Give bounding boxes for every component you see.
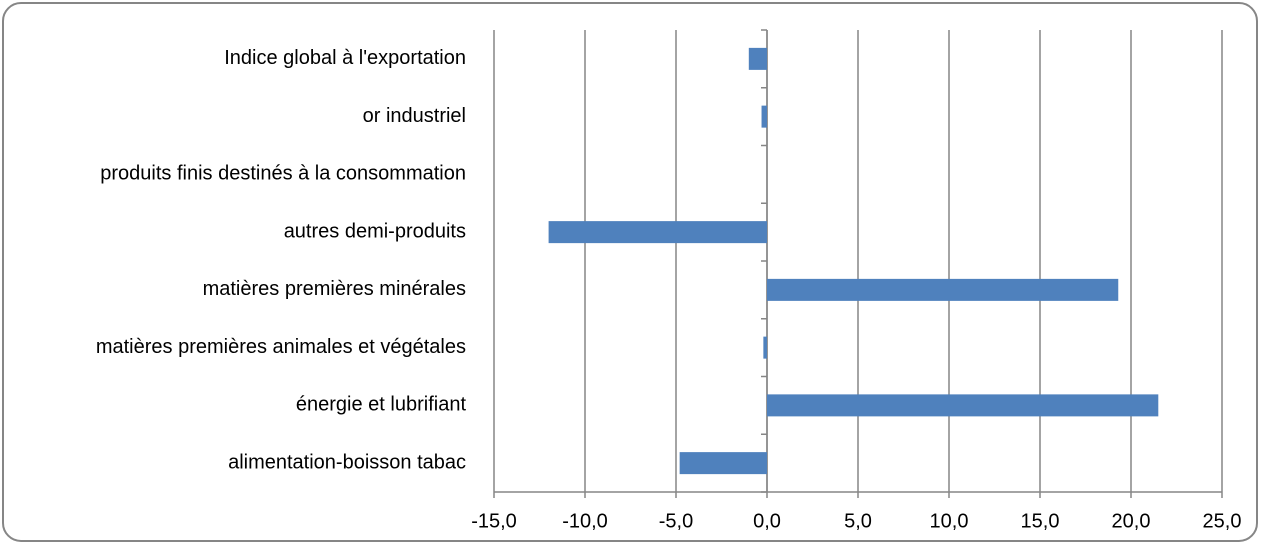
x-tick-label: -5,0 — [659, 510, 693, 532]
x-tick-label: 25,0 — [1203, 510, 1242, 532]
x-tick-label: 0,0 — [753, 510, 781, 532]
y-tick-label: produits finis destinés à la consommatio… — [100, 163, 466, 185]
x-tick-label: 15,0 — [1021, 510, 1060, 532]
x-tick-label: -10,0 — [562, 510, 608, 532]
chart-border — [2, 2, 1258, 542]
x-tick-label: 5,0 — [844, 510, 872, 532]
x-tick-label: -15,0 — [471, 510, 517, 532]
x-tick-label: 10,0 — [930, 510, 969, 532]
y-tick-label: or industriel — [363, 105, 466, 127]
bar — [679, 452, 767, 475]
x-tick-label: 20,0 — [1112, 510, 1151, 532]
bar — [761, 105, 767, 128]
bar — [548, 221, 767, 244]
bar — [763, 336, 767, 359]
y-tick-label: matières premières animales et végétales — [96, 336, 466, 358]
bar — [748, 47, 767, 70]
y-tick-label: énergie et lubrifiant — [296, 394, 467, 416]
y-tick-label: matières premières minérales — [203, 278, 466, 300]
bar — [767, 278, 1119, 301]
y-tick-label: Indice global à l'exportation — [224, 47, 466, 69]
y-tick-label: autres demi-produits — [284, 220, 466, 242]
bar — [767, 394, 1159, 417]
y-tick-label: alimentation-boisson tabac — [228, 451, 466, 473]
